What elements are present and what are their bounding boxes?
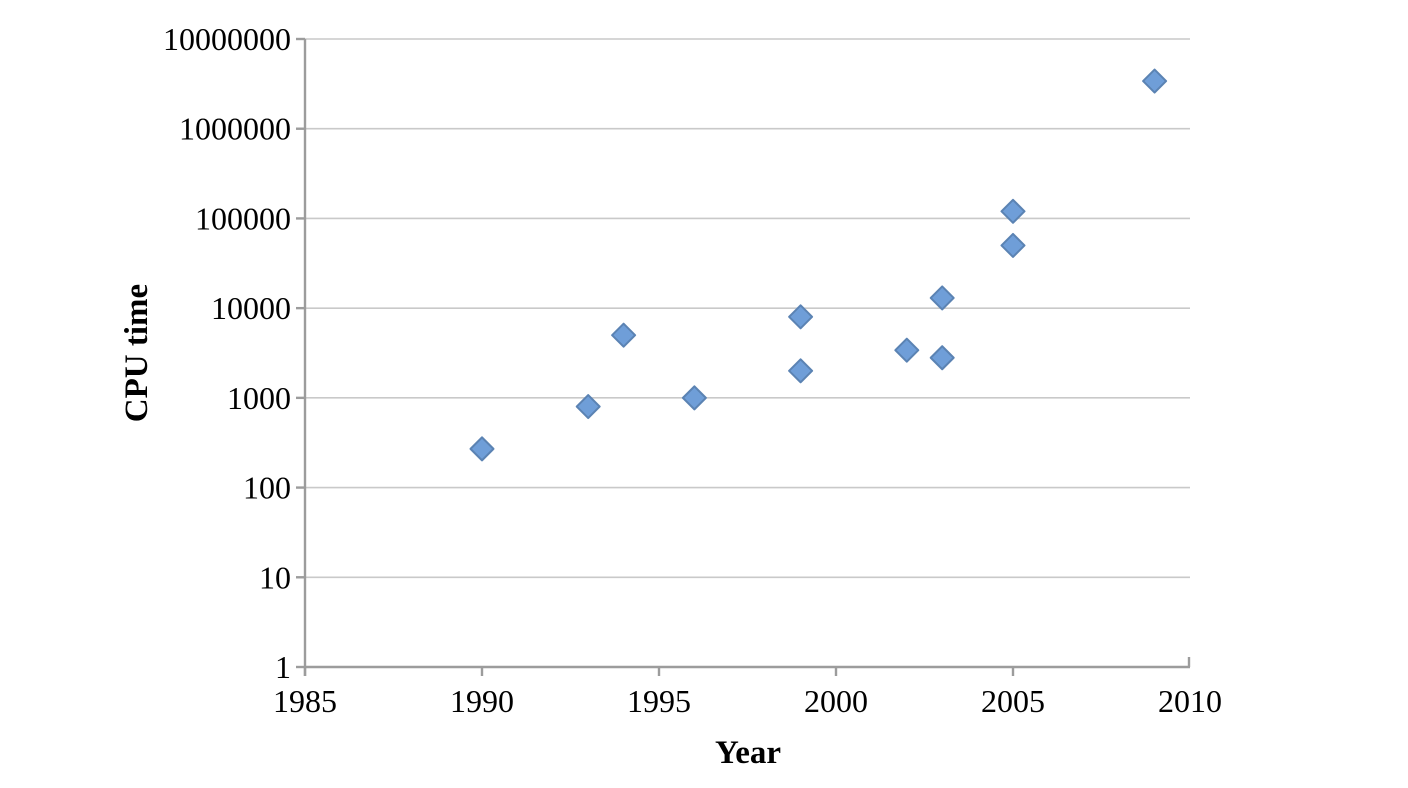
data-point-diamond: [1000, 232, 1026, 258]
y-tick-label: 100: [243, 470, 291, 506]
x-tick-label: 2005: [981, 683, 1045, 719]
y-tick-label: 10000000: [163, 21, 291, 57]
data-point-diamond: [788, 304, 814, 330]
data-point-diamond: [611, 322, 637, 348]
x-tick-label: 1985: [273, 683, 337, 719]
y-tick-label: 100000: [195, 200, 291, 236]
x-tick-label: 2000: [804, 683, 868, 719]
data-point-diamond: [929, 285, 955, 311]
y-tick-label: 1000000: [179, 111, 291, 147]
y-tick-label: 10000: [211, 290, 291, 326]
axis-ticks: [296, 37, 1191, 676]
data-points: [469, 68, 1168, 462]
data-point-diamond: [469, 436, 495, 462]
data-point-diamond: [575, 394, 601, 420]
y-axis-title: CPU time: [119, 284, 155, 422]
data-point-diamond: [929, 345, 955, 371]
x-tick-label: 1990: [450, 683, 514, 719]
data-point-diamond: [1142, 68, 1168, 94]
y-tick-label: 10: [259, 559, 291, 595]
gridlines: [305, 38, 1190, 579]
axes: [303, 39, 1190, 676]
x-tick-label: 1995: [627, 683, 691, 719]
y-tick-labels: 1 10 100 1000 10000 100000 1000000 10000000: [163, 21, 291, 685]
x-tick-labels: 1985 1990 1995 2000 2005 2010: [273, 683, 1222, 719]
data-point-diamond: [681, 385, 707, 411]
x-tick-label: 2010: [1158, 683, 1222, 719]
data-point-diamond: [894, 337, 920, 363]
data-point-diamond: [1000, 198, 1026, 224]
data-point-diamond: [788, 358, 814, 384]
y-tick-label: 1000: [227, 380, 291, 416]
y-tick-label: 1: [275, 649, 291, 685]
x-axis-title: Year: [715, 735, 781, 771]
